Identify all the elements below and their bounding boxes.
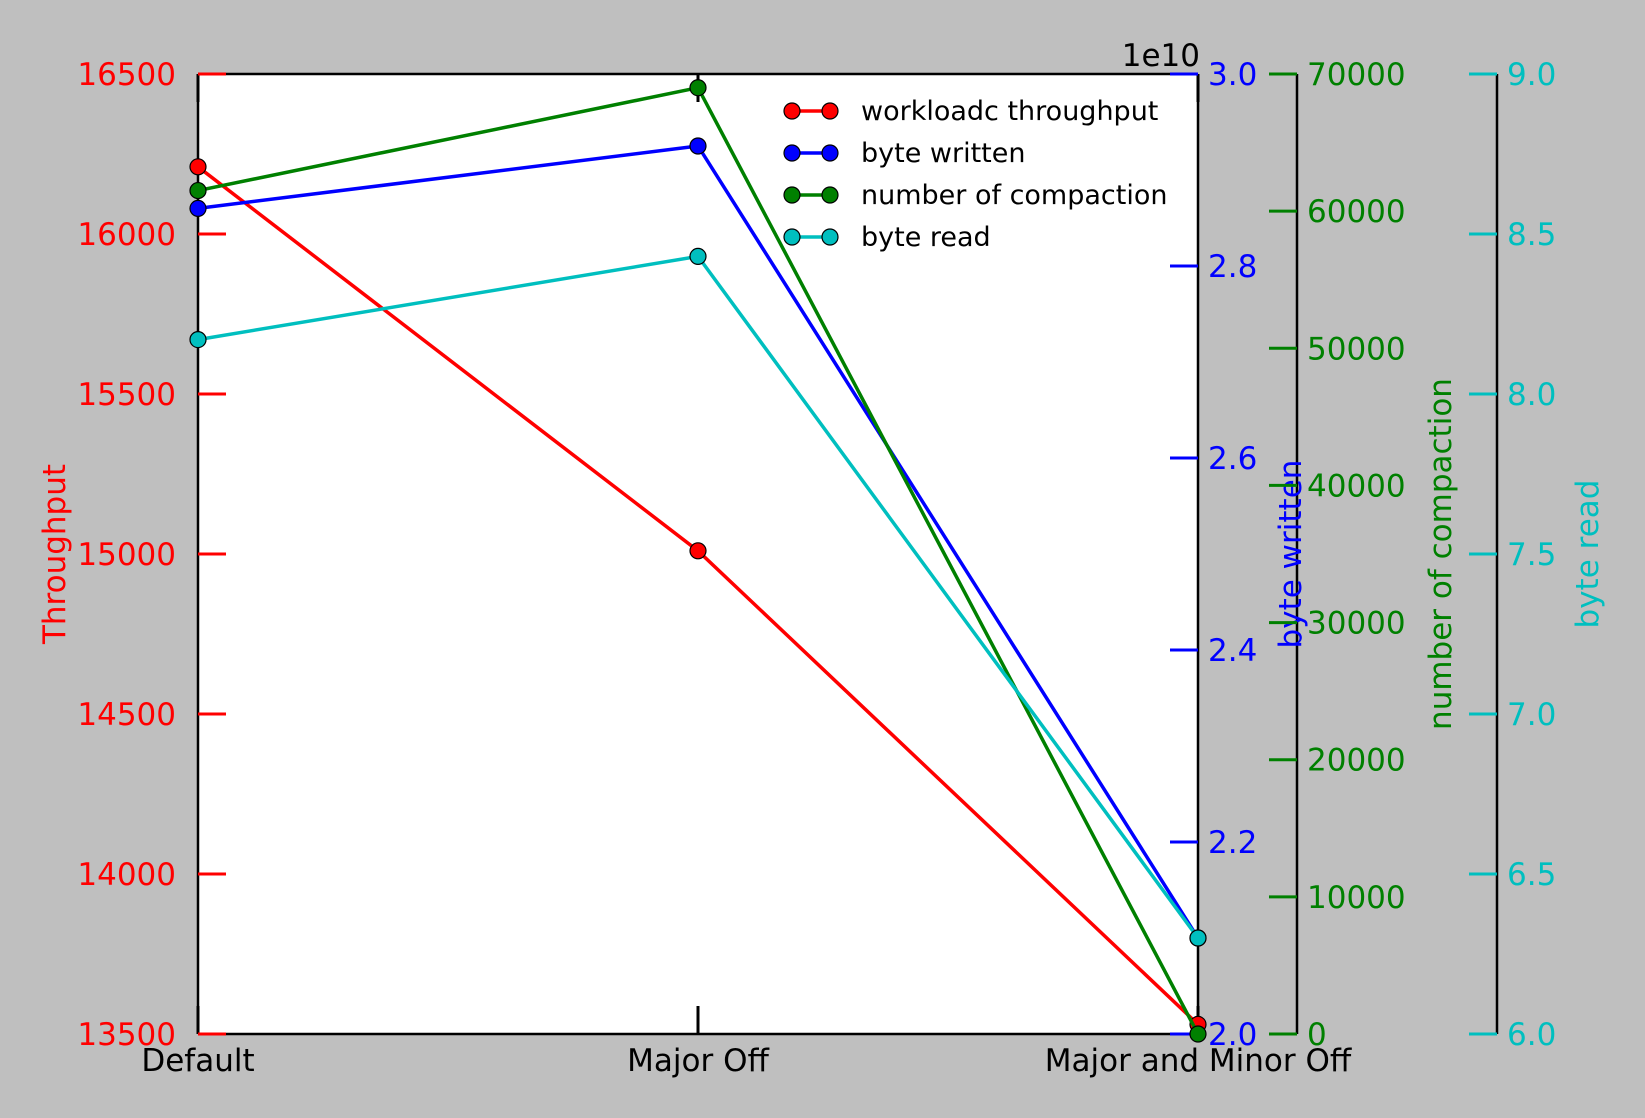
- y-tick-label-throughput: 13500: [77, 1017, 176, 1053]
- x-tick-label: Major and Minor Off: [1045, 1043, 1352, 1079]
- legend-marker: [783, 102, 801, 120]
- x-tick-label: Major Off: [627, 1043, 769, 1079]
- legend-label: byte written: [861, 138, 1025, 169]
- y-axis-title-byte-written: byte written: [1273, 460, 1309, 649]
- y-tick-label-byte-written: 3.0: [1208, 57, 1257, 93]
- series-byte-read: [189, 247, 1207, 947]
- y-tick-label-throughput: 15000: [77, 537, 176, 573]
- legend-entry: workloadc throughput: [783, 96, 1158, 127]
- y-tick-label-byte-read: 6.0: [1507, 1017, 1556, 1053]
- y-tick-label-throughput: 16500: [77, 57, 176, 93]
- legend-entry: byte written: [783, 138, 1025, 169]
- legend-marker: [821, 186, 839, 204]
- legend-marker: [821, 102, 839, 120]
- y-tick-label-throughput: 16000: [77, 217, 176, 253]
- y-tick-label-byte-written: 2.0: [1208, 1017, 1257, 1053]
- data-point: [1189, 1025, 1207, 1043]
- legend-label: byte read: [861, 222, 991, 253]
- y-tick-label-byte-read: 7.5: [1507, 537, 1556, 573]
- y-tick-label-compaction: 30000: [1307, 606, 1406, 642]
- data-point: [689, 542, 707, 560]
- y-tick-label-byte-read: 8.0: [1507, 377, 1556, 413]
- legend-entry: byte read: [783, 222, 991, 253]
- legend-marker: [821, 228, 839, 246]
- y-tick-label-byte-written: 2.8: [1208, 249, 1257, 285]
- y-tick-label-compaction: 20000: [1307, 743, 1406, 779]
- y-axis-title-throughput: Throughput: [37, 464, 73, 645]
- data-point: [1189, 929, 1207, 947]
- y-tick-label-compaction: 70000: [1307, 57, 1406, 93]
- legend-marker: [783, 186, 801, 204]
- y-tick-label-throughput: 14000: [77, 857, 176, 893]
- data-point: [189, 181, 207, 200]
- y-tick-label-compaction: 60000: [1307, 194, 1406, 230]
- data-point: [689, 79, 707, 97]
- y-axis-title-byte-read: byte read: [1570, 480, 1606, 629]
- y-axis-title-compaction: number of compaction: [1423, 378, 1459, 730]
- data-point: [689, 247, 707, 265]
- legend-marker: [783, 228, 801, 246]
- y-tick-label-byte-written: 2.4: [1208, 633, 1257, 669]
- y-axes: 13500 14000 14500 15000 15500 16000 16500 Throu…: [37, 38, 1606, 1053]
- legend-label: workloadc throughput: [861, 96, 1158, 127]
- series-number-of-compaction: [189, 79, 1207, 1043]
- series-layer: [189, 79, 1207, 1043]
- data-point: [189, 331, 207, 349]
- y-tick-label-byte-read: 9.0: [1507, 57, 1556, 93]
- x-axis: Default Major Off Major and Minor Off: [141, 74, 1352, 1079]
- y-tick-label-throughput: 15500: [77, 377, 176, 413]
- y-tick-label-compaction: 50000: [1307, 331, 1406, 367]
- data-point: [189, 199, 207, 217]
- y-offset-text: 1e10: [1122, 38, 1200, 74]
- y-tick-label-byte-read: 6.5: [1507, 857, 1556, 893]
- y-tick-label-throughput: 14500: [77, 697, 176, 733]
- data-point: [689, 137, 707, 155]
- y-tick-label-compaction: 0: [1307, 1017, 1327, 1053]
- legend-entry: number of compaction: [783, 180, 1167, 211]
- legend-marker: [783, 144, 801, 162]
- x-tick-label: Default: [141, 1043, 254, 1079]
- y-tick-label-compaction: 40000: [1307, 468, 1406, 504]
- y-tick-label-byte-read: 7.0: [1507, 697, 1556, 733]
- data-point: [189, 158, 207, 176]
- y-tick-label-byte-written: 2.2: [1208, 825, 1257, 861]
- y-tick-label-byte-written: 2.6: [1208, 441, 1257, 477]
- legend-marker: [821, 144, 839, 162]
- y-tick-label-byte-read: 8.5: [1507, 217, 1556, 253]
- y-tick-label-compaction: 10000: [1307, 880, 1406, 916]
- legend: workloadc throughput byte written number o…: [783, 96, 1167, 253]
- legend-label: number of compaction: [861, 180, 1167, 211]
